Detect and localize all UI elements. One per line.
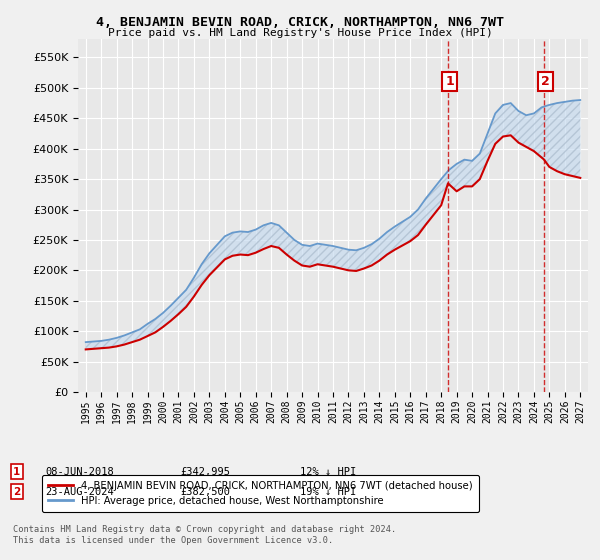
Text: 2: 2 [541,75,550,88]
Text: 1: 1 [445,75,454,88]
Text: 4, BENJAMIN BEVIN ROAD, CRICK, NORTHAMPTON, NN6 7WT: 4, BENJAMIN BEVIN ROAD, CRICK, NORTHAMPT… [96,16,504,29]
Text: 23-AUG-2024: 23-AUG-2024 [45,487,114,497]
Text: £382,500: £382,500 [180,487,230,497]
Text: 08-JUN-2018: 08-JUN-2018 [45,466,114,477]
Text: 1: 1 [13,466,20,477]
Text: 19% ↓ HPI: 19% ↓ HPI [300,487,356,497]
Text: Contains HM Land Registry data © Crown copyright and database right 2024.: Contains HM Land Registry data © Crown c… [13,525,397,534]
Text: This data is licensed under the Open Government Licence v3.0.: This data is licensed under the Open Gov… [13,536,334,545]
Text: 12% ↓ HPI: 12% ↓ HPI [300,466,356,477]
Text: 2: 2 [13,487,20,497]
Text: Price paid vs. HM Land Registry's House Price Index (HPI): Price paid vs. HM Land Registry's House … [107,28,493,38]
Legend: 4, BENJAMIN BEVIN ROAD, CRICK, NORTHAMPTON, NN6 7WT (detached house), HPI: Avera: 4, BENJAMIN BEVIN ROAD, CRICK, NORTHAMPT… [42,475,479,512]
Text: £342,995: £342,995 [180,466,230,477]
